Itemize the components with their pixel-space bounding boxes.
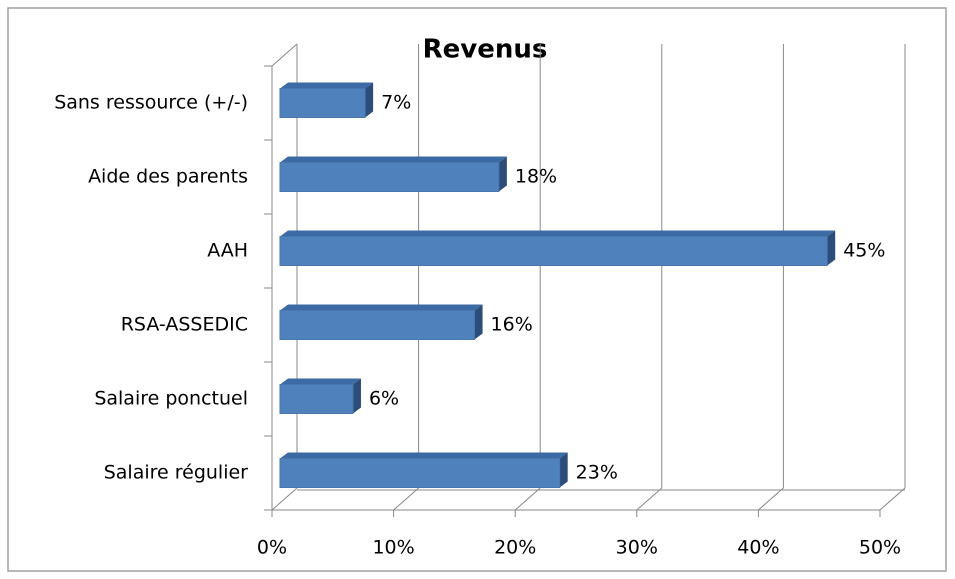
bar-side	[827, 230, 836, 266]
y-tick-label: Sans ressource (+/-)	[54, 92, 248, 114]
value-label: 23%	[576, 462, 618, 484]
floor-line	[636, 487, 663, 511]
floor-line	[271, 487, 298, 511]
bar-side	[559, 452, 568, 488]
y-tick-label: Salaire régulier	[104, 462, 248, 484]
bar-top	[280, 452, 568, 459]
floor-line	[514, 487, 541, 511]
value-label: 16%	[491, 314, 533, 336]
bar-side	[474, 304, 483, 340]
bar	[279, 162, 500, 192]
floor-line	[758, 487, 784, 511]
bar	[279, 458, 561, 488]
x-tick-label: 30%	[616, 537, 658, 559]
bar-side	[498, 156, 507, 192]
bar-top	[280, 156, 507, 163]
bar-side	[352, 378, 361, 414]
chart-title: Revenus	[423, 35, 548, 65]
bar	[279, 236, 828, 266]
y-tick-label: Salaire ponctuel	[94, 388, 248, 410]
bar-top	[280, 82, 374, 89]
x-tick-label: 0%	[257, 537, 287, 559]
bar-side	[365, 82, 374, 118]
x-tick-label: 50%	[859, 537, 901, 559]
value-label: 6%	[369, 388, 399, 410]
bar-top	[280, 304, 483, 311]
bar-top	[280, 378, 361, 385]
bar	[279, 384, 354, 414]
x-tick-label: 40%	[737, 537, 779, 559]
floor-line	[393, 487, 419, 511]
bar	[279, 310, 476, 340]
value-label: 7%	[381, 92, 411, 114]
value-label: 18%	[515, 166, 557, 188]
x-tick-label: 20%	[494, 537, 536, 559]
y-tick-label: Aide des parents	[88, 166, 248, 188]
value-label: 45%	[843, 240, 885, 262]
bar	[279, 88, 366, 118]
y-tick-label: AAH	[207, 240, 248, 262]
bar-top	[280, 230, 836, 237]
x-tick-label: 10%	[372, 537, 414, 559]
floor-line	[879, 487, 906, 511]
left-wall-top	[271, 43, 298, 67]
y-tick-label: RSA-ASSEDIC	[121, 314, 248, 336]
